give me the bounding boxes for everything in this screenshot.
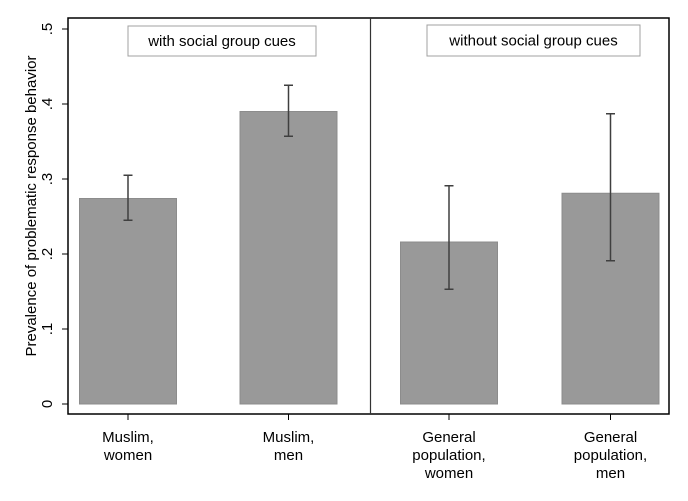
panel-label-box (426, 24, 641, 57)
y-tick-label: .1 (39, 323, 56, 336)
bar (239, 111, 338, 405)
bar (79, 198, 177, 405)
plot-frame (67, 17, 670, 415)
x-tick-label: men (274, 447, 303, 464)
x-tick-label: population, (412, 447, 485, 464)
x-tick-label: General (584, 429, 637, 446)
x-tick-label: Muslim, (263, 429, 315, 446)
y-axis-title: Prevalence of problematic response behav… (23, 55, 40, 356)
x-tick-label: men (596, 465, 625, 482)
y-tick-label: .2 (39, 248, 56, 261)
y-tick-label: 0 (39, 400, 56, 408)
x-tick-label: population, (574, 447, 647, 464)
y-tick-label: .3 (39, 173, 56, 186)
panel-label: without social group cues (448, 33, 617, 50)
x-tick-label: General (422, 429, 475, 446)
x-tick-label: women (424, 465, 473, 482)
panel-label: with social group cues (147, 33, 296, 50)
x-tick-label: women (103, 447, 152, 464)
y-tick-label: .4 (39, 98, 56, 111)
x-tick-label: Muslim, (102, 429, 154, 446)
panel-label-box (127, 25, 317, 57)
y-tick-label: .5 (39, 23, 56, 36)
